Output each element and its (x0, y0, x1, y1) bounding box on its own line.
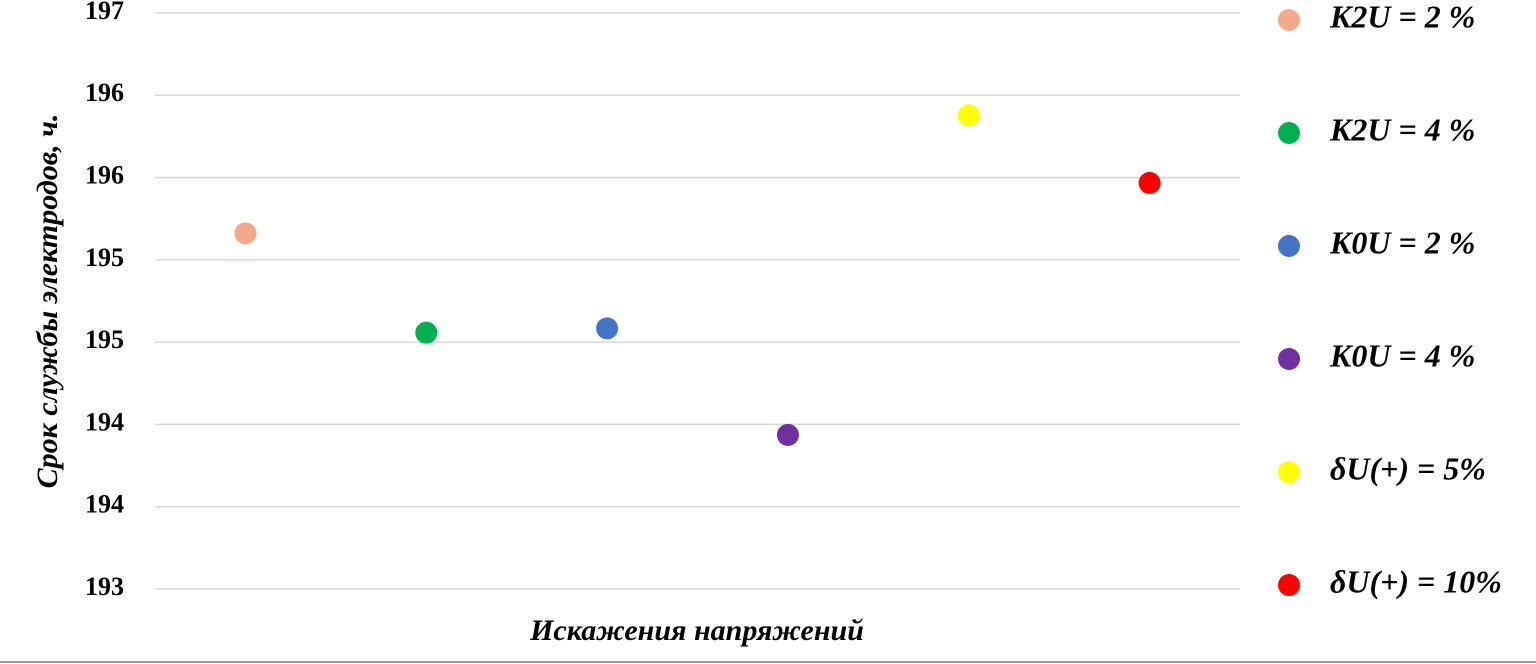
y-tick-label: 197 (85, 0, 124, 25)
legend-label: K2U = 4 % (1329, 111, 1475, 147)
point (957, 104, 980, 127)
y-tick-label: 196 (85, 78, 124, 107)
y-tick-label: 194 (85, 490, 124, 519)
y-tick-label: 193 (85, 572, 124, 601)
y-axis-title: Срок службы электродов, ч. (31, 114, 64, 489)
point (234, 222, 257, 245)
legend-marker (1278, 235, 1300, 257)
legend-label: K2U = 2 % (1329, 0, 1475, 34)
legend-marker (1278, 122, 1300, 144)
legend-marker (1278, 461, 1300, 483)
legend-marker (1278, 348, 1300, 370)
y-tick-label: 195 (85, 243, 124, 272)
legend-label: δU(+) = 10% (1330, 563, 1502, 599)
point (415, 321, 438, 344)
point (776, 423, 799, 446)
x-axis-title: Искажения напряжений (529, 614, 864, 647)
legend-label: K0U = 4 % (1329, 337, 1475, 373)
legend-marker (1278, 9, 1300, 31)
legend-marker (1278, 574, 1300, 596)
y-tick-label: 195 (85, 325, 124, 354)
point (1138, 171, 1161, 194)
legend-label: K0U = 2 % (1329, 224, 1475, 260)
legend-label: δU(+) = 5% (1330, 450, 1486, 486)
y-tick-label: 196 (85, 161, 124, 190)
y-tick-label: 194 (85, 407, 124, 436)
point (596, 317, 619, 340)
